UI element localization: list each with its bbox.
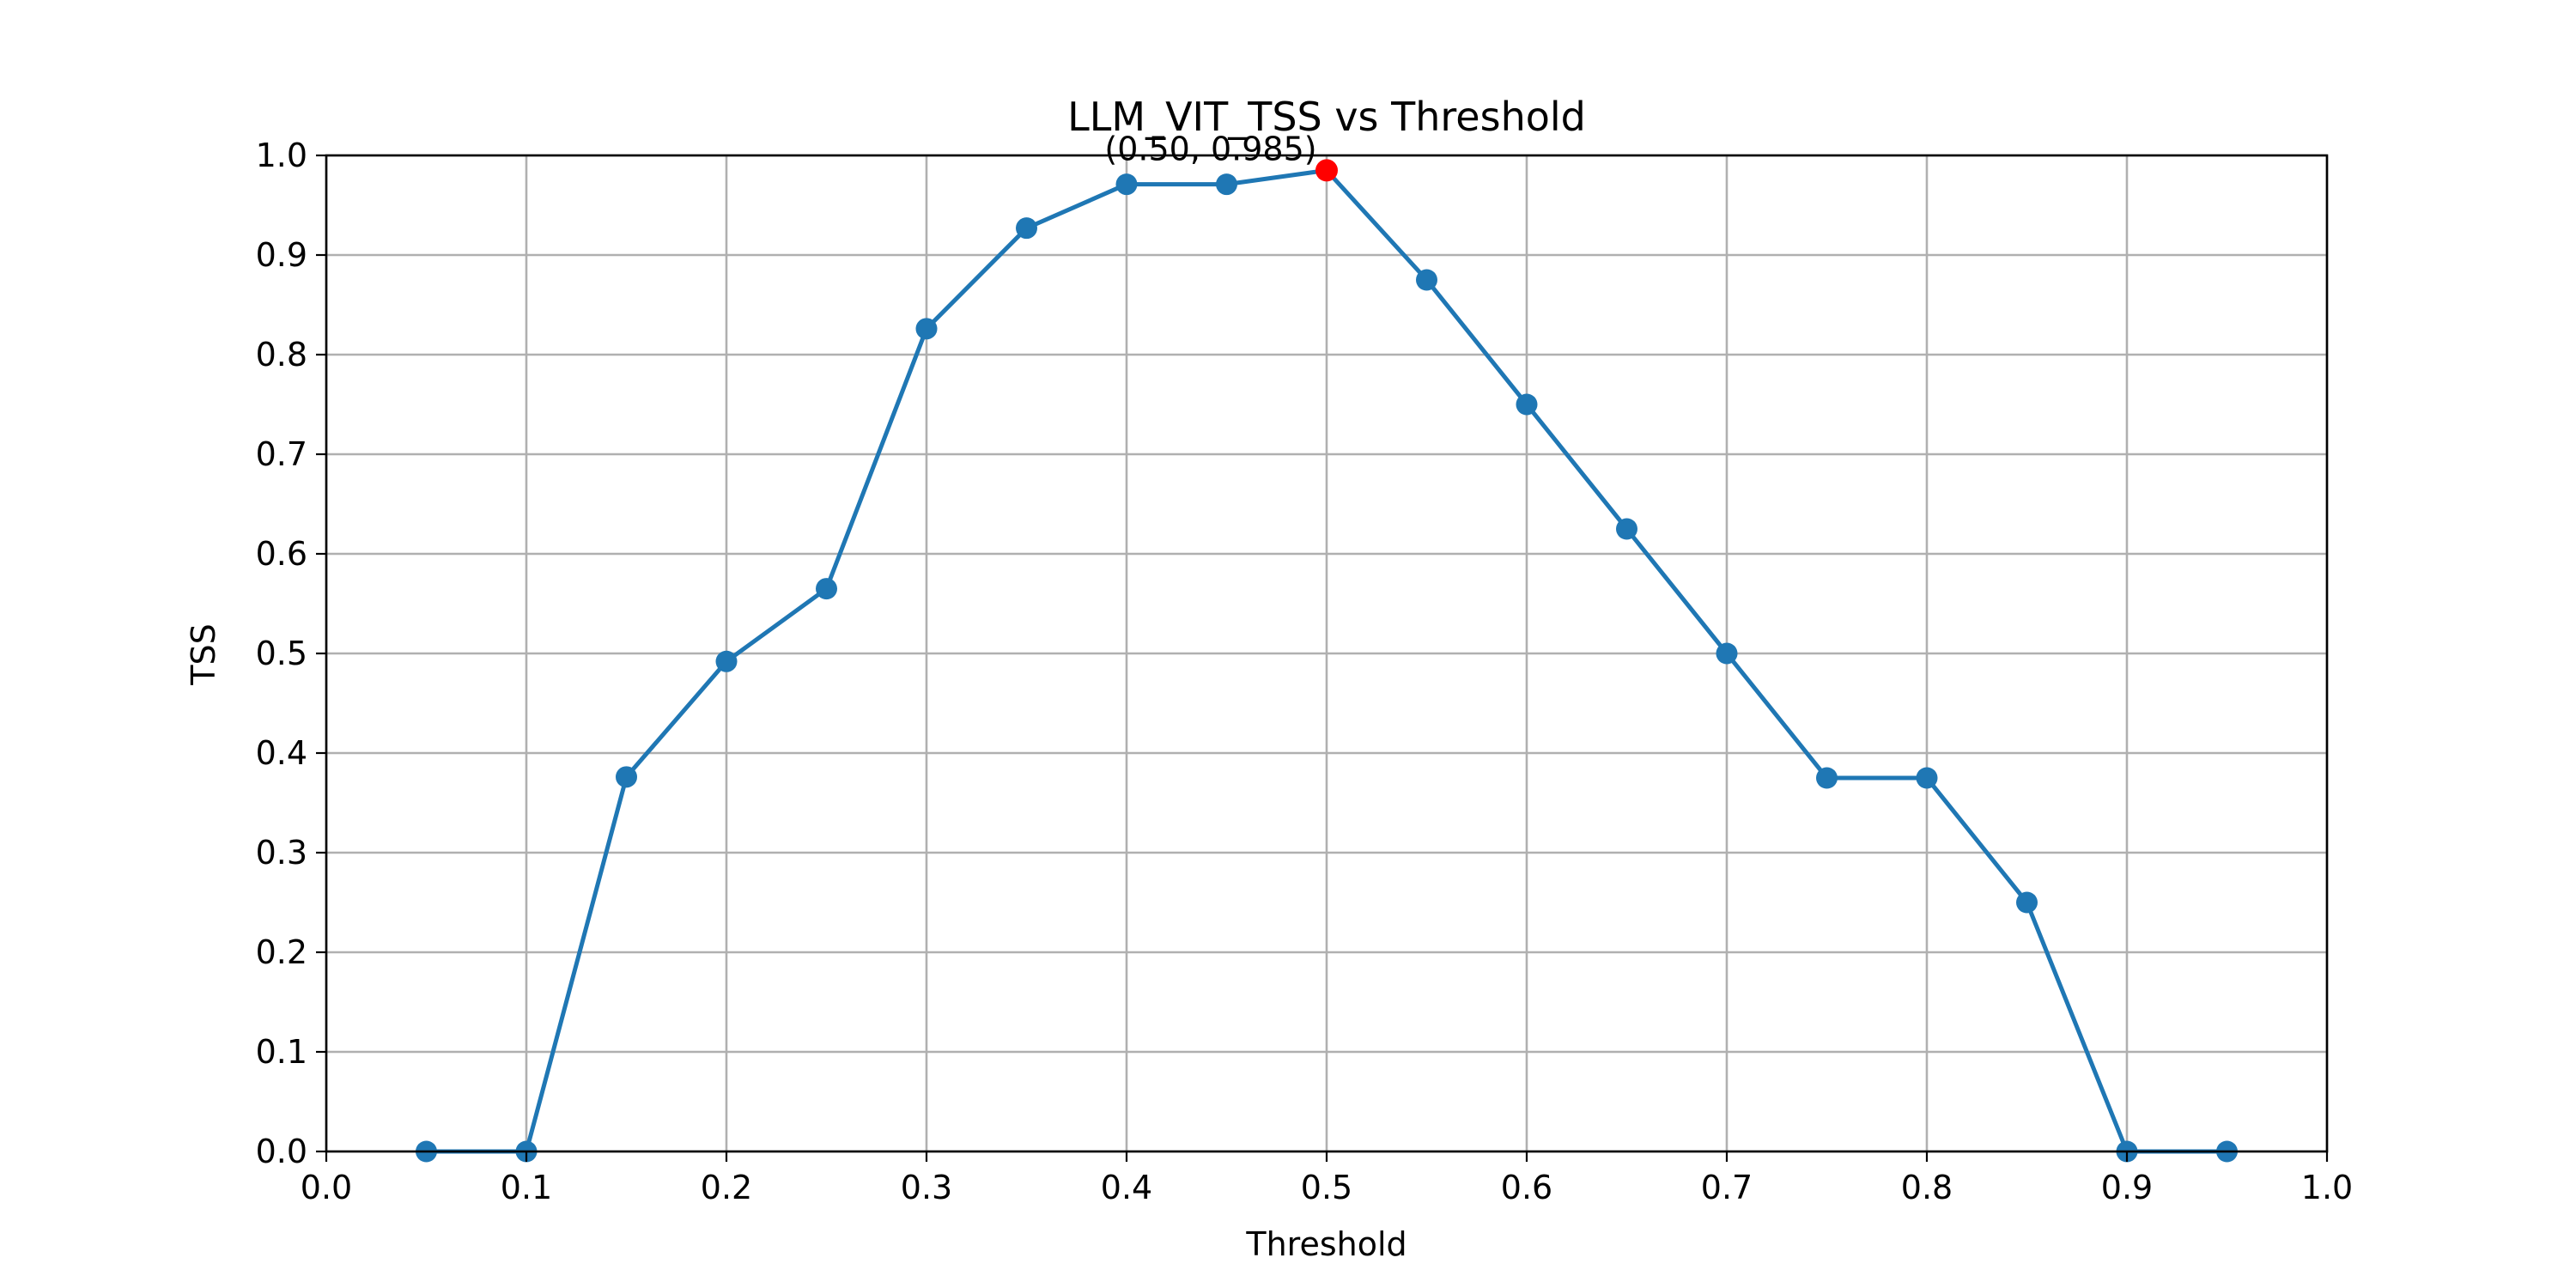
- data-point: [1016, 217, 1037, 240]
- x-tick-label: 0.7: [1701, 1169, 1753, 1206]
- chart-title: LLM_VIT_TSS vs Threshold: [1067, 94, 1586, 140]
- data-point: [1115, 173, 1138, 196]
- x-tick-label: 0.3: [901, 1169, 952, 1206]
- y-tick-label: 0.4: [256, 734, 307, 772]
- y-tick-label: 0.8: [256, 336, 307, 374]
- x-tick-label: 0.5: [1301, 1169, 1352, 1206]
- x-tick-label: 0.8: [1901, 1169, 1953, 1206]
- data-point: [1516, 393, 1538, 416]
- y-tick-label: 1.0: [256, 137, 307, 174]
- data-point: [2016, 891, 2038, 914]
- grid-layer: [325, 154, 2329, 1153]
- tick-layer: 0.0 0.1 0.2 0.3 0.4 0.5 0.6 0.7 0.8 0.9 1.0 0.0 0.1 0…: [256, 137, 2354, 1206]
- x-axis-label: Threshold: [1245, 1225, 1406, 1263]
- x-tick-label: 0.6: [1501, 1169, 1552, 1206]
- x-tick-label: 0.4: [1101, 1169, 1152, 1206]
- data-point: [715, 650, 738, 672]
- y-tick-label: 0.2: [256, 933, 307, 971]
- x-tick-label: 0.1: [501, 1169, 552, 1206]
- y-tick-label: 0.1: [256, 1033, 307, 1071]
- data-point: [1616, 518, 1637, 540]
- highlight-point: [1315, 159, 1338, 182]
- y-tick-label: 0.7: [256, 435, 307, 473]
- y-tick-label: 0.6: [256, 535, 307, 573]
- x-tick-label: 0.2: [701, 1169, 752, 1206]
- data-point: [1916, 767, 1938, 789]
- data-point: [1416, 269, 1437, 291]
- y-axis-label: TSS: [185, 623, 222, 685]
- x-tick-label: 0.9: [2101, 1169, 2153, 1206]
- data-point: [1216, 173, 1237, 196]
- x-tick-label: 0.0: [301, 1169, 352, 1206]
- data-point: [1716, 642, 1738, 665]
- y-tick-label: 0.5: [256, 635, 307, 672]
- y-tick-label: 0.9: [256, 236, 307, 274]
- data-point: [816, 578, 837, 600]
- y-tick-label: 0.3: [256, 834, 307, 872]
- series-layer: (0.50, 0.985): [416, 130, 2238, 1163]
- data-point: [616, 766, 637, 788]
- data-point: [1816, 767, 1838, 789]
- y-tick-label: 0.0: [256, 1133, 307, 1170]
- highlight-annotation: (0.50, 0.985): [1104, 130, 1316, 167]
- x-tick-label: 1.0: [2301, 1169, 2353, 1206]
- data-point: [915, 318, 938, 340]
